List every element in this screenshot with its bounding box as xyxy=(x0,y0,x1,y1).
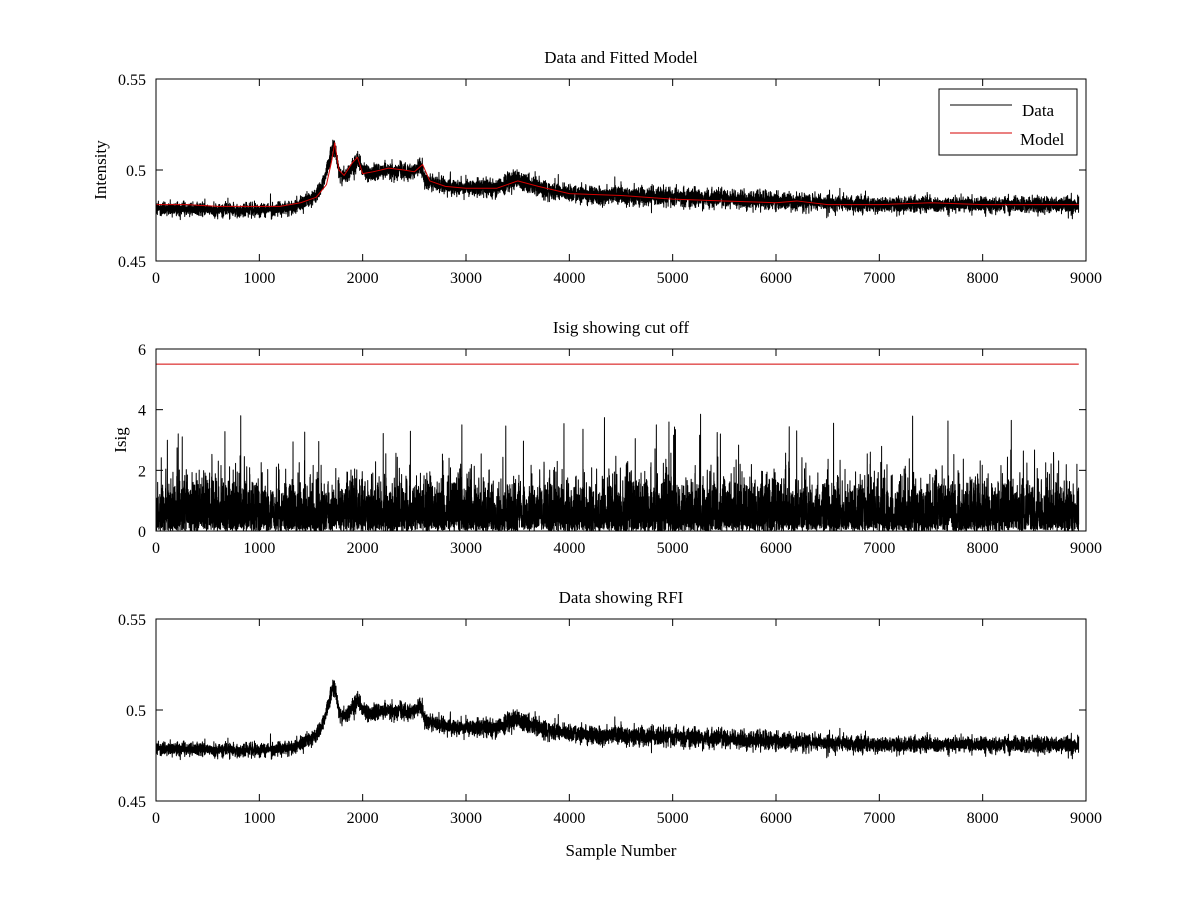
legend-data-label: Data xyxy=(1022,101,1055,120)
subplot-2-ticks: 0 1000 2000 3000 4000 5000 6000 7000 8000 9000 0 2 4… xyxy=(138,342,1102,557)
subplot-1-series-model-line xyxy=(156,142,1079,207)
y-tick-label: 4 xyxy=(138,403,146,420)
y-tick-label: 0.45 xyxy=(118,254,146,271)
subplot-3-ticks: 0 1000 2000 3000 4000 5000 6000 7000 8000 9000 0.4… xyxy=(118,612,1102,827)
y-tick-label: 0.55 xyxy=(118,72,146,89)
x-tick-label: 9000 xyxy=(1070,810,1102,827)
x-tick-label: 3000 xyxy=(450,540,482,557)
subplot-1-title: Data and Fitted Model xyxy=(544,48,698,67)
x-tick-label: 8000 xyxy=(967,810,999,827)
subplot-2-plot-layer xyxy=(155,363,1080,532)
subplot-3-series-signal-line xyxy=(155,679,1080,761)
subplot-3-plot-layer xyxy=(155,679,1080,761)
x-tick-label: 7000 xyxy=(863,540,895,557)
x-tick-label: 0 xyxy=(152,540,160,557)
y-tick-label: 0.55 xyxy=(118,612,146,629)
x-tick-label: 8000 xyxy=(967,270,999,287)
x-tick-label: 7000 xyxy=(863,810,895,827)
subplot-isig: Isig showing cut off Isig 0 1000 2000 3000 4… xyxy=(111,318,1102,557)
x-tick-label: 0 xyxy=(152,810,160,827)
x-tick-label: 2000 xyxy=(347,810,379,827)
x-tick-label: 5000 xyxy=(657,540,689,557)
subplot-3-xlabel: Sample Number xyxy=(566,841,677,860)
x-tick-label: 3000 xyxy=(450,810,482,827)
y-tick-label: 0.5 xyxy=(126,163,146,180)
legend: Data Model xyxy=(938,88,1078,156)
x-tick-label: 0 xyxy=(152,270,160,287)
x-tick-label: 6000 xyxy=(760,810,792,827)
subplot-2-axes-box xyxy=(155,348,1087,532)
subplot-2-title: Isig showing cut off xyxy=(553,318,689,337)
x-tick-label: 5000 xyxy=(657,810,689,827)
subplot-3-title: Data showing RFI xyxy=(559,588,684,607)
x-tick-label: 1000 xyxy=(243,270,275,287)
x-tick-label: 9000 xyxy=(1070,270,1102,287)
legend-model-label: Model xyxy=(1020,130,1065,149)
subplot-1-ylabel: Intensity xyxy=(91,140,110,200)
x-tick-label: 2000 xyxy=(347,270,379,287)
x-tick-label: 1000 xyxy=(243,810,275,827)
subplot-data-and-model: Data and Fitted Model Intensity 0 1000 200… xyxy=(91,48,1102,287)
x-tick-label: 3000 xyxy=(450,270,482,287)
y-tick-label: 0.5 xyxy=(126,703,146,720)
x-tick-label: 7000 xyxy=(863,270,895,287)
subplot-2-series-signal-line xyxy=(155,413,1080,532)
y-tick-label: 6 xyxy=(138,342,146,359)
subplot-1-ticks: 0 1000 2000 3000 4000 5000 6000 7000 8000 9000 0.4… xyxy=(118,72,1102,287)
x-tick-label: 4000 xyxy=(553,810,585,827)
x-tick-label: 4000 xyxy=(553,540,585,557)
x-tick-label: 2000 xyxy=(347,540,379,557)
x-tick-label: 9000 xyxy=(1070,540,1102,557)
x-tick-label: 1000 xyxy=(243,540,275,557)
x-tick-label: 5000 xyxy=(657,270,689,287)
subplot-data-rfi: Data showing RFI 0 1000 2000 3000 4000 5000 60… xyxy=(118,588,1102,860)
subplot-1-plot-layer xyxy=(155,139,1080,221)
x-tick-label: 6000 xyxy=(760,540,792,557)
y-tick-label: 0 xyxy=(138,524,146,541)
y-tick-label: 0.45 xyxy=(118,794,146,811)
legend-box xyxy=(938,88,1078,156)
y-tick-label: 2 xyxy=(138,463,146,480)
subplot-2-ylabel: Isig xyxy=(111,427,130,453)
x-tick-label: 8000 xyxy=(967,540,999,557)
x-tick-label: 6000 xyxy=(760,270,792,287)
x-tick-label: 4000 xyxy=(553,270,585,287)
